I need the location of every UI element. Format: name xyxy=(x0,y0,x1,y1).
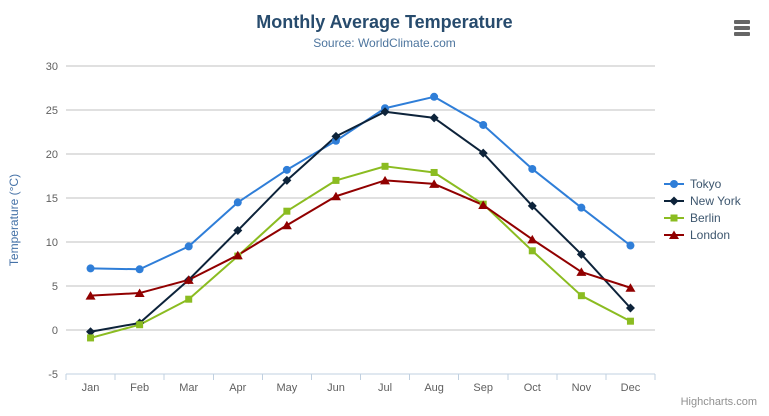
y-axis-title: Temperature (°C) xyxy=(7,173,21,267)
hamburger-icon xyxy=(734,32,750,36)
data-point-london[interactable] xyxy=(576,267,587,276)
data-point-tokyo[interactable] xyxy=(479,120,488,129)
data-point-tokyo[interactable] xyxy=(184,242,193,251)
hamburger-icon xyxy=(734,26,750,30)
legend-item-tokyo[interactable]: Tokyo xyxy=(663,176,741,192)
x-axis-label: Jul xyxy=(378,382,392,394)
legend-item-new-york[interactable]: New York xyxy=(663,193,741,209)
legend-item-berlin[interactable]: Berlin xyxy=(663,210,741,226)
data-point-new-york[interactable] xyxy=(625,303,635,313)
x-axis-label: Jun xyxy=(327,382,345,394)
y-axis-label: 10 xyxy=(46,237,58,249)
diamond-legend-marker-icon xyxy=(664,196,684,206)
series-line-london[interactable] xyxy=(89,179,632,297)
y-axis-label: -5 xyxy=(48,369,58,381)
export-menu-button[interactable] xyxy=(734,20,750,36)
data-point-new-york[interactable] xyxy=(86,327,96,337)
data-point-new-york[interactable] xyxy=(527,201,537,211)
data-point-london[interactable] xyxy=(429,179,440,188)
data-point-new-york[interactable] xyxy=(576,249,586,259)
credits-link[interactable]: Highcharts.com xyxy=(680,396,757,408)
y-axis-label: 0 xyxy=(52,325,58,337)
data-point-tokyo[interactable] xyxy=(626,241,635,250)
data-point-berlin[interactable] xyxy=(626,317,634,325)
x-axis-label: Aug xyxy=(424,382,444,394)
x-axis-label: May xyxy=(276,382,297,394)
x-axis-label: Apr xyxy=(229,382,246,394)
series-line-berlin[interactable] xyxy=(89,165,632,339)
legend-item-label: New York xyxy=(690,194,741,208)
data-point-london[interactable] xyxy=(85,291,96,300)
data-point-tokyo[interactable] xyxy=(86,264,95,273)
data-point-berlin[interactable] xyxy=(430,168,438,176)
y-axis-label: 5 xyxy=(52,281,58,293)
data-point-london[interactable] xyxy=(330,191,341,201)
data-point-london[interactable] xyxy=(625,283,636,292)
series-line-new-york[interactable] xyxy=(89,110,632,333)
x-axis-label: Feb xyxy=(130,382,149,394)
data-point-london[interactable] xyxy=(527,234,538,244)
data-point-tokyo[interactable] xyxy=(282,165,291,174)
x-axis-label: Jan xyxy=(82,382,100,394)
x-axis-label: Mar xyxy=(179,382,198,394)
data-point-new-york[interactable] xyxy=(331,131,341,141)
data-point-berlin[interactable] xyxy=(185,295,193,303)
y-axis-label: 20 xyxy=(46,149,58,161)
data-point-new-york[interactable] xyxy=(478,148,488,158)
data-point-tokyo[interactable] xyxy=(233,198,242,207)
data-point-new-york[interactable] xyxy=(282,175,292,185)
triangle-legend-marker-icon xyxy=(664,230,684,239)
y-axis-label: 30 xyxy=(46,61,58,73)
x-axis-label: Dec xyxy=(621,382,641,394)
hamburger-icon xyxy=(734,20,750,24)
circle-legend-marker-icon xyxy=(664,180,684,188)
data-point-london[interactable] xyxy=(478,200,489,210)
data-point-berlin[interactable] xyxy=(332,176,340,184)
data-point-new-york[interactable] xyxy=(233,226,243,236)
data-point-tokyo[interactable] xyxy=(430,92,439,101)
data-point-berlin[interactable] xyxy=(381,162,389,170)
square-legend-marker-icon xyxy=(664,214,684,222)
legend-item-label: London xyxy=(690,228,731,242)
chart-title: Monthly Average Temperature xyxy=(256,12,513,32)
legend-item-london[interactable]: London xyxy=(663,227,741,243)
chart-subtitle: Source: WorldClimate.com xyxy=(313,36,456,50)
data-point-tokyo[interactable] xyxy=(528,164,537,173)
data-point-tokyo[interactable] xyxy=(135,265,144,274)
legend: Tokyo New York Berlin London xyxy=(663,176,741,244)
data-point-berlin[interactable] xyxy=(136,321,144,329)
data-point-london[interactable] xyxy=(232,250,243,260)
data-point-london[interactable] xyxy=(183,275,194,284)
data-point-london[interactable] xyxy=(134,288,145,298)
data-point-tokyo[interactable] xyxy=(577,203,586,212)
legend-item-label: Berlin xyxy=(690,211,721,225)
x-axis-label: Nov xyxy=(572,382,592,394)
data-point-berlin[interactable] xyxy=(87,334,95,342)
series-line-tokyo[interactable] xyxy=(89,95,632,271)
x-axis-label: Oct xyxy=(524,382,541,394)
y-axis-label: 25 xyxy=(46,105,58,117)
data-point-berlin[interactable] xyxy=(283,207,291,215)
data-point-new-york[interactable] xyxy=(380,107,390,117)
legend-item-label: Tokyo xyxy=(690,177,722,191)
data-point-berlin[interactable] xyxy=(577,292,585,300)
data-point-berlin[interactable] xyxy=(528,247,536,255)
data-point-london[interactable] xyxy=(380,175,391,185)
y-axis-label: 15 xyxy=(46,193,58,205)
data-point-london[interactable] xyxy=(281,220,292,230)
x-axis-label: Sep xyxy=(473,382,493,394)
data-point-new-york[interactable] xyxy=(429,113,439,123)
